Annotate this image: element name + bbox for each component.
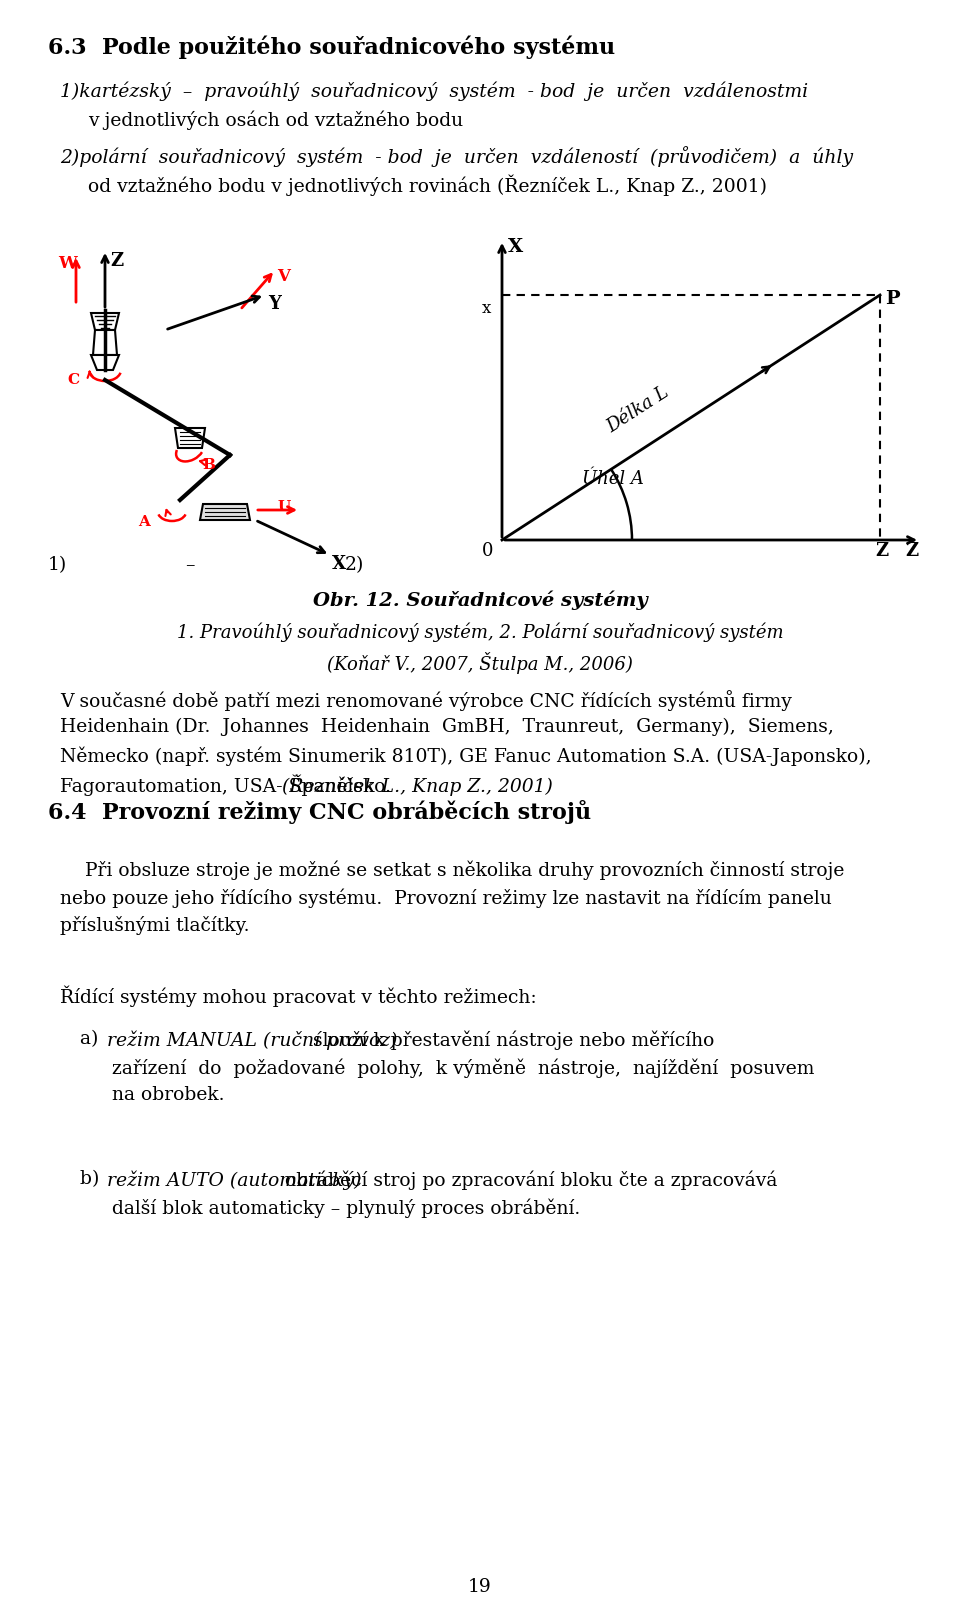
Text: Y: Y [268, 295, 281, 312]
Text: B: B [202, 458, 215, 473]
Text: V současné době patří mezi renomované výrobce CNC řídících systémů firmy: V současné době patří mezi renomované vý… [60, 690, 792, 711]
Text: W: W [58, 256, 77, 272]
Text: Úhel A: Úhel A [582, 470, 644, 487]
Text: příslušnými tlačítky.: příslušnými tlačítky. [60, 916, 250, 936]
Text: 19: 19 [468, 1579, 492, 1596]
Text: slouží k přestavění nástroje nebo měřícího: slouží k přestavění nástroje nebo měřící… [307, 1030, 714, 1049]
Text: 1. Pravoúhlý souřadnicový systém, 2. Polární souřadnicový systém: 1. Pravoúhlý souřadnicový systém, 2. Pol… [177, 622, 783, 641]
Text: X: X [508, 238, 523, 256]
Polygon shape [91, 312, 119, 330]
Text: Při obsluze stroje je možné se setkat s několika druhy provozních činností stroj: Při obsluze stroje je možné se setkat s … [85, 860, 845, 879]
Text: Řídící systémy mohou pracovat v těchto režimech:: Řídící systémy mohou pracovat v těchto r… [60, 984, 537, 1007]
Text: a): a) [80, 1030, 105, 1047]
Text: A: A [138, 515, 150, 529]
Text: 2)polární  souřadnicový  systém  - bod  je  určen  vzdáleností  (průvodičem)  a : 2)polární souřadnicový systém - bod je u… [60, 146, 853, 167]
Text: P: P [885, 290, 900, 308]
Text: Fagorautomation, USA- Španělsko.: Fagorautomation, USA- Španělsko. [60, 774, 403, 795]
Text: od vztažného bodu v jednotlivých rovinách (Řezníček L., Knap Z., 2001): od vztažného bodu v jednotlivých rovinác… [88, 173, 767, 196]
Text: 0: 0 [482, 542, 493, 560]
Text: 6.4  Provozní režimy CNC obráběcích strojů: 6.4 Provozní režimy CNC obráběcích stroj… [48, 800, 591, 824]
Text: obráběcí stroj po zpracování bloku čte a zpracovává: obráběcí stroj po zpracování bloku čte a… [279, 1171, 778, 1190]
Polygon shape [93, 330, 117, 355]
Text: b): b) [80, 1171, 106, 1188]
Text: Z: Z [875, 542, 888, 560]
Polygon shape [175, 427, 205, 448]
Text: 1)kartézský  –  pravoúhlý  souřadnicový  systém  - bod  je  určen  vzdálenostmi: 1)kartézský – pravoúhlý souřadnicový sys… [60, 83, 808, 102]
Polygon shape [200, 504, 250, 520]
Text: na obrobek.: na obrobek. [112, 1086, 225, 1104]
Text: C: C [67, 372, 79, 387]
Text: v jednotlivých osách od vztažného bodu: v jednotlivých osách od vztažného bodu [88, 110, 463, 130]
Text: 1): 1) [48, 555, 67, 575]
Text: Délka L: Délka L [604, 384, 672, 436]
Text: Z: Z [905, 542, 918, 560]
Text: 2): 2) [345, 555, 365, 575]
Text: X: X [332, 555, 347, 573]
Text: Obr. 12. Souřadnicové systémy: Obr. 12. Souřadnicové systémy [313, 589, 647, 609]
Text: (Koňař V., 2007, Štulpa M., 2006): (Koňař V., 2007, Štulpa M., 2006) [327, 652, 633, 674]
Text: V: V [277, 269, 290, 285]
Text: další blok automaticky – plynulý proces obrábění.: další blok automaticky – plynulý proces … [112, 1198, 580, 1217]
Text: (Řezníček L., Knap Z., 2001): (Řezníček L., Knap Z., 2001) [282, 774, 553, 795]
Text: nebo pouze jeho řídícího systému.  Provozní režimy lze nastavit na řídícím panel: nebo pouze jeho řídícího systému. Provoz… [60, 887, 831, 908]
Text: 6.3  Podle použitého souřadnicového systému: 6.3 Podle použitého souřadnicového systé… [48, 36, 615, 60]
Text: U: U [278, 500, 291, 513]
Polygon shape [91, 355, 119, 371]
Text: zařízení  do  požadované  polohy,  k výměně  nástroje,  najíždění  posuvem: zařízení do požadované polohy, k výměně … [112, 1057, 814, 1078]
Text: Heidenhain (Dr.  Johannes  Heidenhain  GmBH,  Traunreut,  Germany),  Siemens,: Heidenhain (Dr. Johannes Heidenhain GmBH… [60, 717, 834, 737]
Text: Z: Z [110, 253, 123, 270]
Text: režim AUTO (automatický): režim AUTO (automatický) [107, 1171, 362, 1190]
Text: režim MANUAL (ruční provoz): režim MANUAL (ruční provoz) [107, 1030, 397, 1049]
Text: x: x [482, 300, 492, 317]
Text: –: – [185, 555, 195, 575]
Text: Německo (např. systém Sinumerik 810T), GE Fanuc Automation S.A. (USA-Japonsko),: Německo (např. systém Sinumerik 810T), G… [60, 746, 872, 766]
